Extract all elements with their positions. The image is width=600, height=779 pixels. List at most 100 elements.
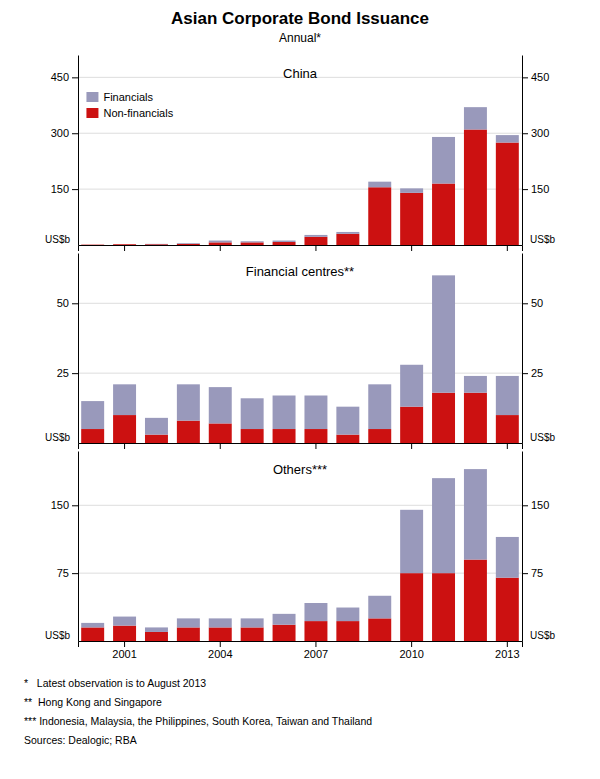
footnote: *** Indonesia, Malaysia, the Philippines…: [24, 715, 372, 727]
grid-line: [78, 573, 522, 574]
bar: [273, 614, 296, 625]
y2-tick: 25: [522, 367, 543, 379]
bar: [496, 578, 519, 641]
bars: [81, 275, 519, 443]
bars: [81, 107, 519, 245]
bar: [273, 242, 296, 245]
x-tick-mark: [507, 641, 508, 647]
x-tick-mark: [411, 443, 412, 449]
y2-tick: 300: [522, 127, 549, 139]
bar: [273, 241, 296, 242]
x-tick: 2004: [208, 641, 232, 660]
y2-axis-title: US$b: [530, 630, 555, 641]
bar: [400, 407, 423, 443]
grid-line: [78, 505, 522, 506]
bar: [177, 421, 200, 443]
bar: [241, 398, 264, 429]
y2-tick-mark: [522, 573, 528, 574]
y-tick-mark: [72, 573, 78, 574]
x-axis: [79, 443, 523, 449]
x-tick-label: 2007: [304, 648, 328, 660]
y2-tick-mark: [522, 373, 528, 374]
y2-tick-label: 25: [531, 367, 543, 379]
bar: [145, 627, 168, 632]
grid-line: [78, 189, 522, 190]
y2-tick-label: 75: [531, 567, 543, 579]
bar: [113, 384, 136, 415]
bar: [241, 242, 264, 245]
x-axis-line: [79, 642, 523, 648]
bar: [464, 376, 487, 393]
y-axis-title: US$b: [45, 234, 70, 245]
footnote: ** Hong Kong and Singapore: [24, 696, 162, 708]
legend-label: Financials: [103, 91, 153, 103]
y2-tick-label: 50: [531, 297, 543, 309]
y-tick-label: 75: [57, 567, 69, 579]
x-tick: [220, 245, 221, 251]
bar: [304, 237, 327, 245]
bar: [496, 376, 519, 415]
bar: [400, 188, 423, 192]
bar: [145, 244, 168, 245]
x-tick-mark: [220, 641, 221, 647]
panel-title: Others***: [273, 462, 327, 477]
x-tick-label: 2001: [112, 648, 136, 660]
x-tick-mark: [315, 443, 316, 449]
bar: [81, 627, 104, 641]
x-tick: 2001: [112, 641, 136, 660]
y2-tick-label: 300: [531, 127, 549, 139]
x-tick-label: 2004: [208, 648, 232, 660]
y-tick: 50: [57, 297, 78, 309]
bar: [432, 573, 455, 641]
x-tick: [411, 245, 412, 251]
bar: [464, 393, 487, 443]
x-tick: [315, 443, 316, 449]
bar: [113, 626, 136, 641]
legend-item: Non-financials: [86, 107, 173, 119]
y-tick-label: 300: [51, 127, 69, 139]
footnote: * Latest observation is to August 2013: [24, 677, 206, 689]
y2-axis-line: [522, 56, 523, 246]
bar: [177, 627, 200, 641]
y-axis: 2550: [57, 254, 79, 444]
panel: 25502550US$bUS$bFinancial centres**: [45, 254, 555, 450]
bar: [241, 627, 264, 641]
legend-label: Non-financials: [103, 107, 173, 119]
bar: [209, 241, 232, 243]
bar: [81, 429, 104, 443]
bar: [209, 387, 232, 423]
y-axis-line: [78, 56, 79, 246]
bar: [336, 621, 359, 641]
bar: [145, 435, 168, 443]
y2-axis: 75 150: [522, 452, 549, 642]
bar: [304, 603, 327, 621]
bar: [177, 244, 200, 245]
bar: [496, 537, 519, 578]
y2-tick-mark: [522, 505, 528, 506]
y-axis-title: US$b: [45, 630, 70, 641]
x-tick-mark: [411, 641, 412, 647]
panel-title: Financial centres**: [246, 264, 354, 279]
x-tick-mark: [124, 245, 125, 251]
y-tick: 300: [51, 127, 78, 139]
bar: [304, 235, 327, 237]
x-tick: [411, 443, 412, 449]
legend-swatch: [86, 92, 98, 102]
y2-tick-label: 150: [531, 499, 549, 511]
y-tick: 450: [51, 71, 78, 83]
x-tick: 2007: [304, 641, 328, 660]
y-tick-label: 150: [51, 499, 69, 511]
bar: [368, 187, 391, 245]
bar: [209, 627, 232, 641]
bar: [400, 365, 423, 407]
bar: [432, 137, 455, 184]
legend: Financials Non-financials: [86, 91, 173, 119]
y-tick-label: 50: [57, 297, 69, 309]
x-axis-line: [79, 444, 523, 450]
series: [81, 130, 519, 245]
y2-tick-mark: [522, 133, 528, 134]
y-tick-mark: [72, 303, 78, 304]
legend-item: Financials: [86, 91, 153, 103]
bar: [432, 393, 455, 443]
series: [81, 275, 519, 434]
